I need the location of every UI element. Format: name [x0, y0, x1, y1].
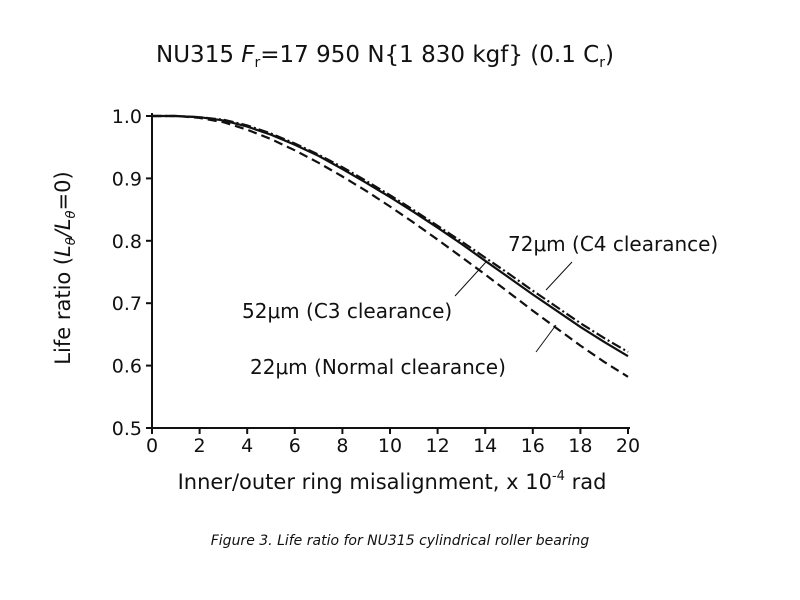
ticks-layer: 0 2 4 6 8 10 12 14 16 18 20 1.0 0.9 0.8 0.7 0.6 0.5	[112, 106, 640, 457]
xlabel-part-main: Inner/outer ring misalignment, x 10	[178, 470, 552, 494]
x-tick-label: 6	[289, 435, 301, 457]
title-part-value: =17 950 N{1 830 kgf} (0.1 C	[260, 42, 599, 68]
series-normal-clearance-line	[152, 114, 629, 378]
xlabel-part-exp: -4	[552, 469, 565, 484]
x-tick-label: 16	[521, 435, 545, 457]
x-tick-label: 20	[616, 435, 640, 457]
y-tick-label: 0.6	[112, 356, 142, 378]
annotation-leader-line	[535, 324, 557, 353]
y-tick-label: 0.9	[112, 168, 142, 190]
ylabel-part-open: Life ratio (	[51, 257, 75, 365]
x-tick-label: 18	[568, 435, 592, 457]
x-tick-label: 10	[378, 435, 402, 457]
y-tick-label: 0.8	[112, 231, 142, 253]
ylabel-part-l1: L	[51, 245, 75, 257]
annotation-normal-clearance: 22μm (Normal clearance)	[250, 355, 506, 379]
ylabel-part-slash: /	[51, 228, 75, 239]
series-c4-clearance-line	[152, 114, 629, 353]
figure-caption: Figure 3. Life ratio for NU315 cylindric…	[210, 533, 590, 549]
title-part-sub-r: r	[255, 55, 261, 71]
x-tick-label: 8	[336, 435, 348, 457]
ylabel-part-sub1: θ	[64, 237, 79, 245]
y-tick-label: 0.7	[112, 293, 142, 315]
x-tick-label: 0	[146, 435, 158, 457]
y-tick-label: 0.5	[112, 418, 142, 440]
title-part-model: NU315	[156, 42, 241, 68]
x-tick-label: 14	[473, 435, 497, 457]
y-axis-label: Life ratio (Lθ/Lθ=0)	[51, 171, 79, 364]
chart-title: NU315 Fr=17 950 N{1 830 kgf} (0.1 Cr)	[156, 42, 614, 71]
annotation-leader-line	[454, 261, 487, 297]
y-tick-label: 1.0	[112, 106, 142, 128]
title-part-close: )	[605, 42, 614, 68]
series-layer	[152, 114, 629, 378]
annotation-c4-clearance: 72μm (C4 clearance)	[508, 232, 718, 256]
x-axis-label: Inner/outer ring misalignment, x 10-4 ra…	[178, 469, 607, 494]
ylabel-part-sub2: θ	[64, 210, 79, 218]
annotation-c3-clearance: 52μm (C3 clearance)	[242, 299, 452, 323]
title-part-f: F	[241, 42, 255, 68]
ylabel-part-close: =0)	[51, 171, 75, 210]
annotation-leader-line	[545, 261, 573, 291]
xlabel-part-unit: rad	[565, 470, 607, 494]
x-tick-label: 12	[426, 435, 450, 457]
title-part-sub-r2: r	[599, 55, 605, 71]
x-tick-label: 4	[241, 435, 253, 457]
ylabel-part-l2: L	[51, 218, 75, 230]
annotations-layer: 72μm (C4 clearance) 52μm (C3 clearance) 22…	[242, 232, 718, 379]
x-tick-label: 2	[194, 435, 206, 457]
